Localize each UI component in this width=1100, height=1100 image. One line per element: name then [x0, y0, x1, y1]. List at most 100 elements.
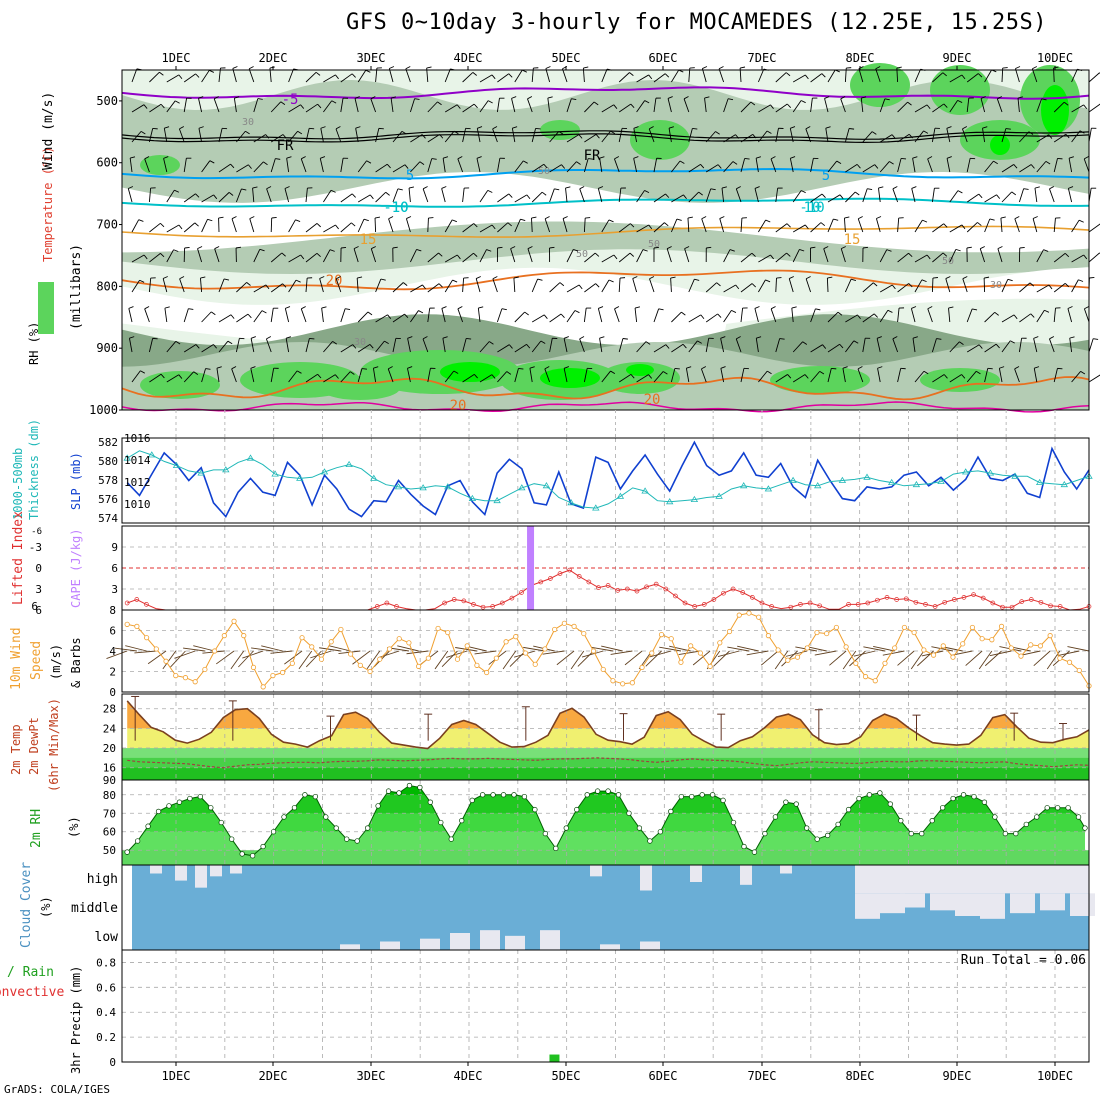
wind-barb-shaft	[218, 340, 229, 353]
rh-moist-blob-aloft	[930, 65, 990, 115]
wind-barb-flag	[716, 282, 721, 287]
wind-barb-shaft	[427, 308, 431, 323]
wind10-marker	[416, 663, 422, 669]
wind-barb-shaft	[1036, 161, 1047, 173]
wind-barb-shaft	[183, 98, 188, 113]
wind10-barb	[251, 647, 273, 652]
rh2m-marker	[270, 829, 277, 835]
wind-barb-flag	[554, 188, 560, 191]
wind-barb-shaft	[897, 308, 900, 323]
wind-barb-shaft	[323, 341, 333, 353]
wind-barb-flag	[667, 96, 673, 99]
wind-barb-flag	[140, 130, 146, 135]
wind-barb-flag	[766, 130, 772, 134]
wind-barb-flag	[230, 314, 235, 319]
wind-barb-flag	[144, 306, 150, 310]
wind-barb-shaft	[479, 341, 490, 353]
wind10-barb	[910, 650, 925, 670]
wind-barb-shaft	[826, 277, 829, 293]
wind-barb-shaft	[705, 131, 716, 143]
wind-barb-flag	[195, 193, 200, 198]
wind-barb-flag	[571, 98, 577, 100]
wind10-marker	[833, 624, 839, 631]
wind-barb-flag	[249, 216, 255, 220]
wind-barb-flag	[946, 156, 952, 159]
wind-barb-flag	[257, 98, 263, 100]
wind-barb-flag	[613, 254, 618, 260]
wind-barb-flag	[275, 158, 281, 160]
wind-barb-shaft	[701, 68, 707, 83]
rh-saturated-blob	[540, 368, 600, 388]
thickness-marker	[419, 484, 427, 491]
wind-barb-flag	[715, 131, 720, 135]
wind-barb-flag	[524, 311, 529, 316]
wind-barb-shaft	[236, 313, 249, 323]
wind-barb-shaft	[1053, 308, 1056, 323]
wind-barb-flag	[574, 310, 580, 314]
wind-barb-shaft	[549, 131, 560, 143]
wind-barb-flag	[175, 100, 180, 104]
wind-barb-flag	[911, 186, 917, 189]
wind-barb-shaft	[1053, 133, 1067, 143]
wind-barb-shaft	[667, 98, 672, 113]
wind-barb-shaft	[372, 368, 377, 383]
wind10-marker	[746, 610, 752, 616]
wind-barb-shaft	[1071, 130, 1081, 143]
rh2m-marker	[249, 853, 256, 859]
wind-barb-flag	[653, 246, 659, 249]
cloud-low-block	[420, 938, 440, 950]
lifted-marker	[884, 595, 890, 600]
date-label-bottom: 4DEC	[454, 1069, 483, 1083]
lifted-marker	[865, 600, 871, 606]
wind-barb-flag	[441, 186, 447, 189]
wind-barb-shaft	[340, 98, 344, 113]
thickness-marker	[271, 470, 279, 477]
wind10-barb	[193, 645, 215, 652]
wind-barb-shaft	[392, 313, 405, 323]
wind-barb-shaft	[688, 278, 695, 293]
wind-barb-flag	[840, 96, 846, 100]
thickness-marker	[592, 504, 600, 511]
wind-barb-flag	[261, 310, 267, 314]
wind-barb-shaft	[827, 311, 839, 323]
wind-barb-shaft	[984, 160, 994, 173]
wind10-marker	[979, 636, 985, 642]
wind-barb-shaft	[335, 128, 342, 143]
wind10-marker	[901, 624, 908, 631]
wind-barb-shaft	[601, 370, 611, 383]
contour-label: 30	[242, 117, 254, 128]
wind10-ytick: 2	[109, 666, 116, 679]
wind-barb-shaft	[444, 68, 451, 83]
thickness-marker	[616, 492, 625, 499]
wind-barb-flag	[710, 188, 716, 191]
wind-barb-flag	[473, 374, 478, 379]
wind-barb-flag	[854, 191, 860, 196]
wind-barb-flag	[622, 338, 628, 340]
wind-barb-shaft	[305, 71, 317, 83]
wind-barb-shaft	[266, 188, 272, 203]
wind-barb-flag	[335, 224, 339, 230]
thickness-ytick: 580	[98, 455, 118, 468]
wind-barb-shaft	[792, 100, 802, 113]
wind-barb-shaft	[740, 283, 753, 293]
wind-barb-flag	[682, 344, 687, 349]
wind-barb-shaft	[653, 98, 657, 113]
wind10-marker	[552, 626, 558, 633]
wind-barb-shaft	[1019, 164, 1032, 173]
wind-barb-flag	[1048, 134, 1053, 139]
cloud-high-block	[150, 865, 162, 874]
wind-barb-flag	[336, 276, 341, 280]
wind-barb-shaft	[984, 312, 996, 323]
wind-barb-shaft	[375, 340, 385, 353]
wind-barb-shaft	[531, 163, 545, 173]
wind-barb-shaft	[1053, 218, 1056, 233]
wind-barb-shaft	[688, 128, 693, 143]
wind10-marker	[892, 645, 898, 651]
wind-barb-flag	[457, 156, 463, 160]
wind-barb-shaft	[549, 313, 562, 323]
wind-barb-shaft	[1018, 338, 1023, 353]
wind-barb-shaft	[323, 100, 333, 113]
contour-label: -10	[799, 200, 824, 216]
wind-barb-shaft	[497, 73, 509, 83]
wind-barb-shaft	[531, 340, 542, 353]
